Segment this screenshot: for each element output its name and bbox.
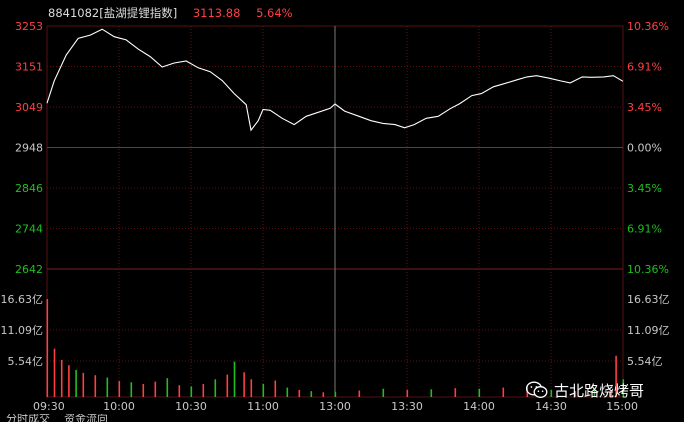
- volume-bar: [53, 348, 56, 397]
- volume-tick-right: 5.54亿: [627, 355, 663, 368]
- volume-bar: [94, 375, 97, 397]
- volume-bar: [406, 389, 409, 397]
- time-tick: 15:00: [606, 400, 638, 413]
- price-polyline: [46, 28, 624, 132]
- volume-bar: [142, 384, 145, 397]
- volume-bar: [550, 389, 553, 397]
- volume-bar: [310, 391, 313, 397]
- volume-bar: [610, 389, 613, 397]
- volume-bar: [178, 385, 181, 397]
- watermark: 古北路烧烤哥: [526, 378, 644, 402]
- tab-fund-flow[interactable]: 资金流向: [64, 414, 108, 422]
- price-line: [46, 28, 624, 132]
- volume-bar: [622, 379, 625, 397]
- volume-bar: [46, 299, 49, 397]
- time-tick: 13:00: [319, 400, 351, 413]
- volume-bar: [478, 388, 481, 397]
- watermark-text: 古北路烧烤哥: [554, 381, 645, 400]
- time-tick: 10:30: [175, 400, 207, 413]
- volume-bar: [60, 359, 63, 397]
- volume-bar: [75, 369, 77, 397]
- volume-bar: [190, 386, 193, 397]
- chart-grid: [46, 25, 624, 398]
- volume-bar: [226, 374, 229, 397]
- volume-bar: [233, 361, 236, 397]
- volume-bar: [502, 387, 505, 397]
- volume-bar: [214, 379, 217, 397]
- volume-bar: [250, 379, 253, 397]
- time-tick: 11:00: [247, 400, 279, 413]
- volume-bar: [358, 390, 361, 397]
- axis-labels: 3253 3151 3049 2948 2846 2744 2642 10.36% 6.91% 3…: [1, 20, 670, 413]
- chart-header: 8841082[盐湖提锂指数] 3113.88 5.64%: [48, 5, 305, 21]
- wechat-icon: [526, 381, 548, 398]
- volume-tick-left: 5.54亿: [8, 355, 44, 368]
- volume-bar: [593, 389, 596, 397]
- time-tick: 09:30: [33, 400, 65, 413]
- volume-bar: [243, 372, 245, 397]
- price-tick-right: 3.45%: [627, 182, 662, 195]
- volume-bar: [82, 372, 85, 397]
- volume-bar: [202, 384, 205, 397]
- tab-trade-details[interactable]: 分时成交: [6, 414, 50, 422]
- volume-bar: [430, 389, 433, 397]
- price-tick-left: 2846: [15, 182, 43, 195]
- price-tick-right: 6.91%: [627, 223, 662, 236]
- price-tick-right: 10.36%: [627, 20, 669, 33]
- price-tick-left: 2948: [15, 142, 43, 155]
- price-tick-left: 3049: [15, 101, 43, 114]
- time-tick: 10:00: [103, 400, 135, 413]
- price-tick-left: 2744: [15, 223, 43, 236]
- time-tick: 14:30: [535, 400, 567, 413]
- volume-bar: [574, 391, 577, 397]
- price-tick-right: 0.00%: [627, 142, 662, 155]
- volume-bar: [130, 382, 133, 397]
- volume-bar: [382, 388, 385, 397]
- volume-bar: [166, 378, 169, 397]
- volume-bar: [68, 365, 70, 397]
- volume-bar: [454, 388, 457, 397]
- volume-bar: [615, 355, 617, 397]
- time-tick: 14:00: [463, 400, 495, 413]
- volume-tick-left: 11.09亿: [1, 324, 44, 337]
- price-tick-right: 10.36%: [627, 263, 669, 276]
- volume-bar: [322, 392, 325, 397]
- volume-bar: [286, 387, 289, 397]
- price-tick-right: 6.91%: [627, 61, 662, 74]
- current-price: 3113.88: [192, 6, 241, 20]
- price-tick-right: 3.45%: [627, 101, 662, 114]
- price-tick-left: 2642: [15, 263, 43, 276]
- volume-bar: [106, 377, 109, 397]
- volume-bar: [118, 381, 121, 397]
- volume-bar: [274, 380, 277, 397]
- bottom-tab-bar: 分时成交 资金流向: [0, 414, 684, 422]
- price-tick-left: 3253: [15, 20, 43, 33]
- volume-bar: [334, 391, 337, 397]
- volume-tick-right: 11.09亿: [627, 324, 670, 337]
- time-tick: 13:30: [391, 400, 423, 413]
- change-percent: 5.64%: [256, 6, 293, 20]
- volume-bar: [154, 381, 157, 397]
- volume-bar: [298, 389, 301, 397]
- price-tick-left: 3151: [15, 61, 43, 74]
- volume-tick-left: 16.63亿: [1, 293, 44, 306]
- index-code-name: 8841082[盐湖提锂指数]: [48, 6, 178, 20]
- volume-tick-right: 16.63亿: [627, 293, 670, 306]
- volume-bar: [262, 384, 265, 397]
